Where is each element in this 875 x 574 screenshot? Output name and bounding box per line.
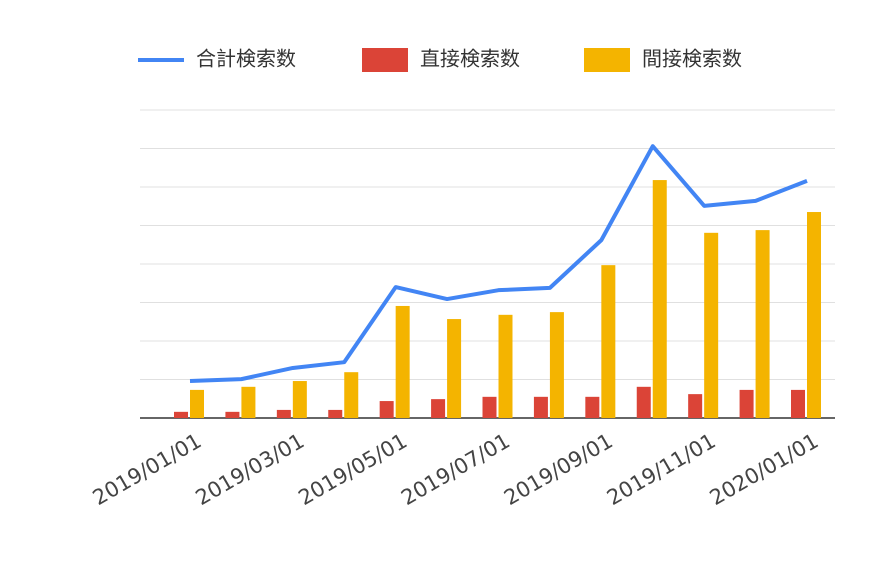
line (189, 144, 808, 384)
bar (688, 394, 703, 418)
bar (225, 411, 240, 418)
legend-label: 間接検索数 (642, 47, 742, 71)
bar (482, 396, 497, 418)
x-tick-label: 2019/03/01 (192, 429, 309, 510)
bar (276, 409, 291, 418)
bar (292, 381, 307, 418)
bar (704, 232, 719, 418)
bar (652, 180, 667, 418)
x-tick-label: 2019/09/01 (500, 429, 617, 510)
x-tick-label: 2019/11/01 (603, 429, 720, 510)
bar (447, 319, 462, 418)
legend-swatch (362, 48, 408, 72)
bar (328, 409, 343, 418)
bar (379, 401, 394, 418)
legend-label: 直接検索数 (420, 47, 520, 71)
bar (395, 305, 410, 418)
bar (344, 372, 359, 418)
bar (807, 212, 821, 418)
bar (791, 389, 805, 418)
legend-label: 合計検索数 (196, 47, 296, 71)
bar (585, 396, 600, 418)
bar (755, 230, 770, 418)
bar (241, 386, 256, 418)
x-tick-label: 2019/05/01 (294, 429, 411, 510)
bar (431, 399, 446, 418)
bar (601, 265, 616, 418)
bar (498, 314, 513, 418)
bar (190, 389, 204, 418)
x-tick-label: 2019/07/01 (397, 429, 514, 510)
x-tick-label: 2019/01/01 (89, 429, 206, 510)
bar (636, 386, 651, 418)
legend-swatch (584, 48, 630, 72)
x-tick-label: 2020/01/01 (706, 429, 823, 510)
bar (739, 389, 754, 418)
bar (533, 396, 548, 418)
bar (549, 312, 564, 418)
bar (174, 411, 188, 418)
